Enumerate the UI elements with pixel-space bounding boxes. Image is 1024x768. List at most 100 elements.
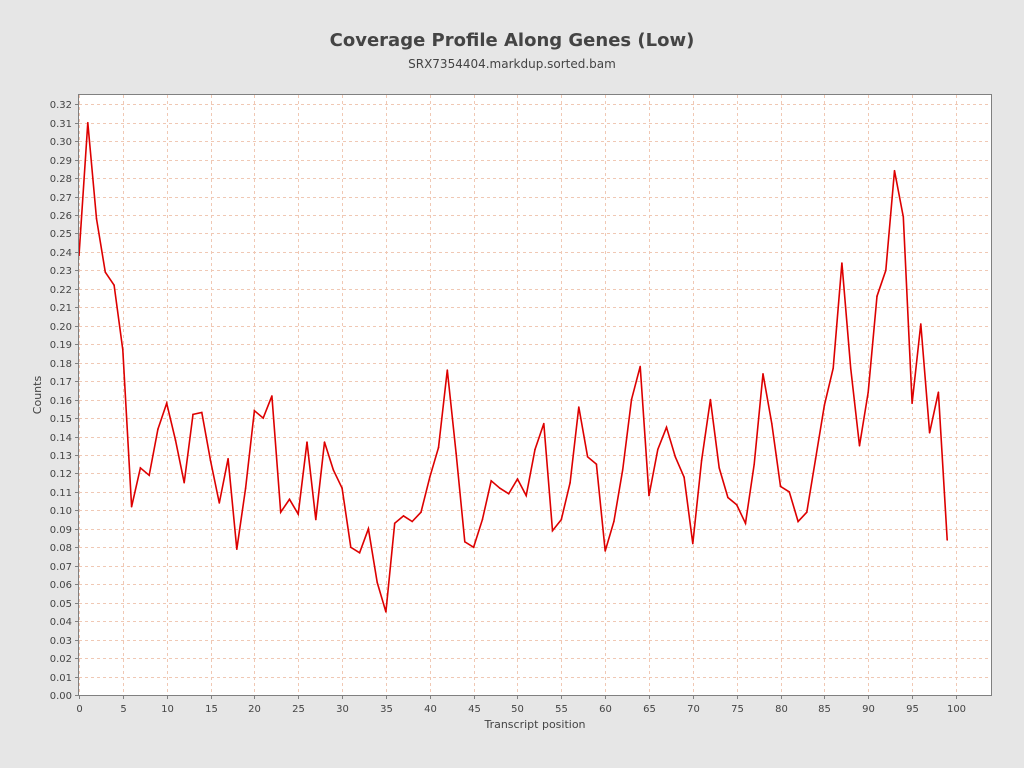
- data-point: [578, 406, 580, 408]
- data-point: [534, 448, 536, 451]
- data-point: [227, 457, 229, 460]
- data-point: [551, 529, 554, 532]
- x-tick-label: 15: [205, 704, 218, 715]
- data-point: [113, 284, 115, 287]
- y-tick-label: 0.13: [50, 451, 72, 462]
- y-tick-label: 0.05: [50, 599, 72, 610]
- data-point: [814, 457, 817, 460]
- data-point: [744, 522, 747, 525]
- y-tick-label: 0.12: [50, 469, 72, 480]
- data-point: [735, 504, 738, 506]
- x-tick-label: 25: [292, 704, 305, 715]
- x-tick-label: 30: [336, 704, 349, 715]
- data-point: [946, 539, 948, 541]
- data-point: [262, 417, 265, 419]
- data-point: [499, 487, 501, 490]
- y-tick-label: 0.29: [50, 156, 72, 167]
- data-point: [586, 456, 589, 458]
- data-point: [928, 432, 931, 434]
- data-point: [841, 262, 843, 264]
- x-tick-label: 50: [511, 704, 524, 715]
- data-point: [920, 323, 922, 325]
- y-tick-label: 0.16: [50, 396, 72, 407]
- data-point: [95, 217, 98, 220]
- y-tick-label: 0.08: [50, 543, 72, 554]
- y-tick-label: 0.03: [50, 636, 72, 647]
- y-tick-label: 0.27: [50, 193, 72, 204]
- data-point: [902, 216, 905, 218]
- data-point: [411, 520, 414, 523]
- data-point: [288, 498, 291, 501]
- data-point: [306, 441, 308, 443]
- data-point: [393, 522, 396, 525]
- data-point: [867, 391, 869, 394]
- data-point: [341, 487, 343, 490]
- data-point: [657, 448, 659, 451]
- data-point: [174, 439, 177, 442]
- y-axis: 0.00 0.01 0.02 0.03 0.04 0.05 0.06 0.07 0.08 0.09…: [50, 100, 79, 702]
- y-tick-label: 0.10: [50, 506, 72, 517]
- data-point: [709, 398, 712, 401]
- data-point: [516, 478, 519, 480]
- data-point: [613, 520, 615, 523]
- data-point: [139, 467, 142, 469]
- data-point: [674, 456, 677, 458]
- data-point: [806, 511, 808, 513]
- data-point: [183, 481, 185, 484]
- y-tick-label: 0.02: [50, 654, 72, 665]
- data-point: [700, 459, 703, 462]
- data-point: [244, 487, 247, 490]
- chart-title: Coverage Profile Along Genes (Low): [329, 30, 695, 51]
- data-point: [367, 528, 370, 530]
- y-tick-label: 0.30: [50, 137, 72, 148]
- series-line: [78, 122, 948, 613]
- x-tick-label: 10: [161, 704, 174, 715]
- x-tick-label: 60: [599, 704, 612, 715]
- x-tick-label: 20: [248, 704, 261, 715]
- x-tick-label: 95: [906, 704, 919, 715]
- data-point: [236, 548, 238, 550]
- data-point: [507, 493, 510, 495]
- data-point: [797, 520, 799, 523]
- plot-area: [78, 94, 992, 696]
- data-point: [849, 367, 852, 370]
- data-point: [753, 463, 755, 466]
- data-point: [350, 546, 352, 549]
- data-point: [201, 411, 203, 414]
- data-point: [569, 481, 571, 484]
- data-point: [683, 476, 685, 479]
- y-tick-label: 0.24: [50, 248, 72, 259]
- data-point: [639, 365, 641, 368]
- x-tick-label: 55: [555, 704, 568, 715]
- y-tick-label: 0.21: [50, 303, 72, 314]
- y-tick-label: 0.15: [50, 414, 72, 425]
- y-tick-label: 0.20: [50, 322, 72, 333]
- data-point: [560, 518, 563, 521]
- grid-lines: [79, 95, 991, 696]
- x-tick-label: 65: [643, 704, 656, 715]
- data-point: [692, 542, 694, 545]
- data-point: [402, 515, 405, 517]
- data-point: [665, 426, 668, 429]
- data-point: [779, 485, 782, 488]
- data-point: [630, 398, 633, 401]
- data-point: [718, 467, 720, 469]
- x-tick-label: 80: [775, 704, 788, 715]
- data-point: [437, 446, 440, 449]
- y-tick-label: 0.23: [50, 266, 72, 277]
- data-point: [315, 518, 317, 521]
- series-layer: [78, 121, 948, 613]
- data-point: [148, 474, 150, 477]
- y-tick-label: 0.14: [50, 433, 72, 444]
- data-point: [885, 269, 887, 272]
- y-tick-label: 0.09: [50, 525, 72, 536]
- x-tick-label: 70: [687, 704, 700, 715]
- y-tick-label: 0.01: [50, 673, 72, 684]
- x-axis-label: Transcript position: [483, 718, 585, 731]
- data-point: [332, 469, 335, 471]
- data-point: [253, 409, 256, 412]
- data-point: [621, 469, 624, 471]
- x-axis: 0 5 10 15 20 25 30 35 40 45 50 55 60 65 70 75 80 85 90 95 10…: [76, 695, 966, 715]
- y-tick-label: 0.17: [50, 377, 72, 388]
